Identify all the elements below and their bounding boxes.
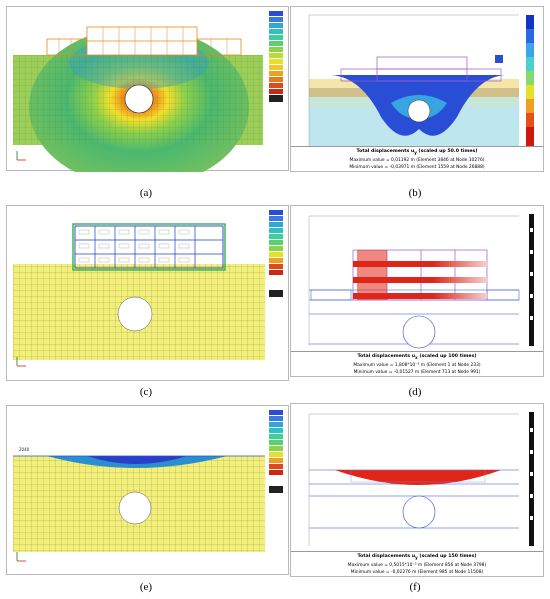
caption-c: (c) [139, 386, 153, 398]
panel-f-min: Minimum value = -0,02276 m (Element 985 … [350, 569, 484, 575]
panel-e-plot: 2040 [13, 410, 283, 562]
panel-a-plot [13, 11, 283, 172]
panel-c [6, 205, 289, 381]
panel-d: Total displacements ux (scaled up 100 ti… [290, 205, 544, 377]
panel-b-info: Total displacements uy (scaled up 50.0 t… [291, 146, 543, 171]
panel-b-max: Maximum value = 0,01192 m (Element 3846 … [349, 157, 485, 163]
panel-c-plot [13, 210, 283, 367]
panel-d-min: Minimum value = -0,01527 m (Element 713 … [353, 369, 481, 375]
panel-d-plot [308, 214, 534, 349]
panel-f-info: Total displacements uy (scaled up 150 ti… [291, 551, 543, 576]
panel-d-max: Maximum value = 1,808*10⁻³ m (Element 1 … [353, 362, 481, 368]
caption-a: (a) [139, 187, 153, 199]
caption-b: (b) [408, 187, 422, 199]
panel-b-plot [308, 14, 534, 149]
panel-e-label: 2040 [19, 447, 30, 452]
panel-b-title: Total displacements uy (scaled up 50.0 t… [356, 149, 478, 156]
panel-f-title: Total displacements uy (scaled up 150 ti… [357, 554, 477, 561]
panel-f-max: Maximum value = 0,5015*10⁻³ m (Element 8… [347, 562, 487, 568]
panel-e: 2040 [6, 405, 289, 575]
panel-d-info: Total displacements ux (scaled up 100 ti… [291, 351, 543, 376]
panel-f: Total displacements uy (scaled up 150 ti… [290, 403, 544, 577]
caption-f: (f) [409, 581, 421, 593]
panel-d-title: Total displacements ux (scaled up 100 ti… [357, 354, 477, 361]
caption-e: (e) [139, 581, 153, 593]
panel-f-plot [308, 412, 534, 546]
panel-b-min: Minimum value = -0,03971 m (Element 1559… [349, 164, 485, 170]
caption-d: (d) [408, 386, 422, 398]
panel-b: Total displacements uy (scaled up 50.0 t… [290, 6, 544, 172]
panel-a [6, 6, 289, 172]
